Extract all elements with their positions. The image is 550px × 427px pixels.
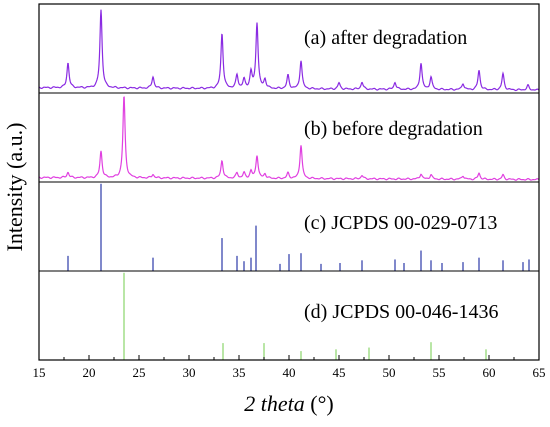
panel-label-4: (d) JCPDS 00-046-1436 [304,301,498,323]
panel-label-3: (c) JCPDS 00-029-0713 [304,212,497,234]
x-tick-label-35: 35 [233,365,246,380]
panel-label-2: (b) before degradation [304,118,483,140]
y-axis-title: Intensity (a.u.) [2,123,27,252]
x-tick-label-50: 50 [383,365,396,380]
pattern-line-2 [38,96,540,181]
x-axis-title-italic: 2 theta [244,391,305,416]
x-tick-label-55: 55 [433,365,446,380]
x-tick-label-30: 30 [183,365,196,380]
x-tick-label-20: 20 [83,365,96,380]
x-tick-label-15: 15 [33,365,46,380]
plot-area: (a) after degradation (b) before degradat… [33,3,546,380]
x-tick-label-40: 40 [283,365,296,380]
x-tick-label-45: 45 [333,365,346,380]
x-axis-title-unit: (°) [305,391,334,416]
x-tick-label-65: 65 [533,365,546,380]
pattern-line-1 [38,9,540,92]
x-axis-title: 2 theta (°) [244,391,333,416]
x-tick-label-60: 60 [483,365,496,380]
panel-label-1: (a) after degradation [304,27,467,49]
x-tick-label-25: 25 [133,365,146,380]
